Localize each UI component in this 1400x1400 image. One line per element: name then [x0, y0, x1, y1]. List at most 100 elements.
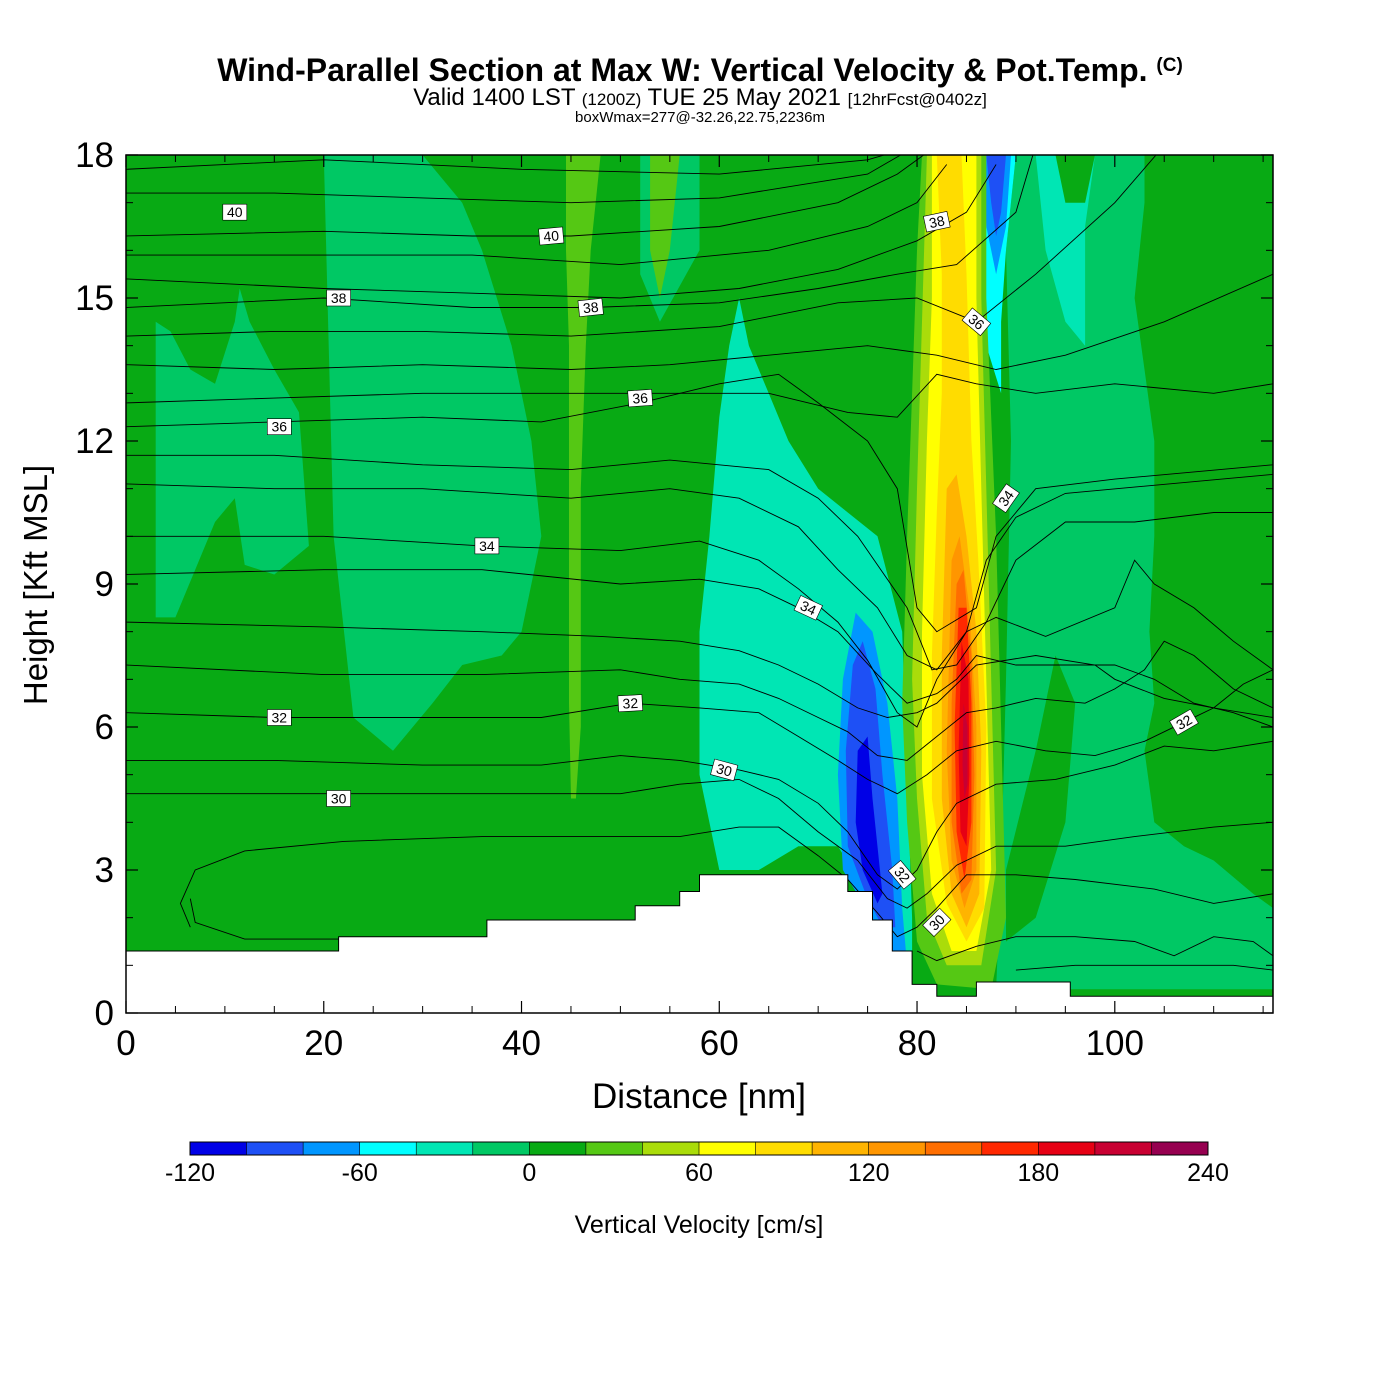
field-g-upper-east	[1055, 155, 1095, 203]
x-tick-label: 0	[116, 1024, 135, 1063]
colorbar-swatch	[585, 1142, 643, 1155]
valid-date: TUE 25 May 2021	[647, 84, 841, 111]
colorbar-tick-label: 120	[848, 1159, 890, 1187]
field-darkblue-dd	[855, 736, 883, 904]
colorbar-swatch	[303, 1142, 361, 1155]
contour-label-text: 30	[331, 791, 347, 807]
chart-subtitle: Valid 1400 LST (1200Z) TUE 25 May 2021 […	[0, 84, 1400, 112]
y-axis-label: Height [Kft MSL]	[17, 465, 54, 705]
velocity-field	[155, 155, 1273, 990]
contour-label-text: 40	[227, 204, 243, 220]
y-tick-label: 3	[95, 851, 114, 890]
theta-contour	[126, 535, 1273, 728]
valid-utc: (1200Z)	[581, 90, 642, 109]
contour-label-text: 36	[272, 419, 288, 435]
theta-contour	[1015, 964, 1273, 971]
field-b2-upper	[986, 155, 1006, 236]
contour-label: 38	[326, 289, 351, 307]
theta-contour	[179, 826, 1273, 938]
colorbar-swatch	[1094, 1142, 1152, 1155]
box-info: boxWmax=277@-32.26,22.75,2236m	[575, 109, 825, 126]
colorbar-swatch	[472, 1142, 530, 1155]
theta-contour	[126, 164, 948, 266]
contour-label: 32	[1169, 708, 1199, 736]
contour-label-text: 34	[798, 597, 819, 618]
theta-contour	[916, 936, 1273, 962]
contour-label-text: 40	[543, 227, 560, 244]
colorbar-tick-label: 60	[685, 1159, 713, 1187]
contour-label-text: 30	[715, 760, 734, 780]
contour-label: 40	[222, 203, 248, 221]
contour-label: 40	[538, 226, 565, 246]
contour-label: 30	[922, 907, 952, 937]
field-crimson-up	[962, 703, 968, 799]
contour-label: 32	[266, 709, 292, 726]
theta-contour	[126, 669, 1273, 795]
y-tick-label: 0	[95, 994, 114, 1033]
theta-contour	[126, 155, 886, 175]
colorbar-tick-label: -120	[165, 1159, 215, 1187]
field-f-midwest	[323, 155, 542, 751]
y-tick-label: 12	[75, 422, 114, 461]
contour-label-text: 34	[479, 538, 495, 554]
y-tick-label: 18	[75, 136, 114, 175]
colorbar-swatch	[359, 1142, 417, 1155]
colorbar-swatch	[1151, 1142, 1209, 1155]
colorbar-swatch	[246, 1142, 304, 1155]
colorbar-swatch	[981, 1142, 1039, 1155]
valid-time: Valid 1400 LST	[413, 84, 576, 111]
forecast-info: [12hrFcst@0402z]	[847, 90, 987, 109]
theta-contour	[126, 740, 1273, 890]
contour-label: 32	[617, 694, 644, 713]
x-tick-label: 60	[700, 1024, 739, 1063]
theta-contour	[126, 155, 1157, 337]
x-tick-label: 40	[502, 1024, 541, 1063]
theta-contours	[126, 155, 1273, 971]
y-tick-label: 6	[95, 708, 114, 747]
contour-label-text: 36	[632, 390, 649, 407]
theta-contour	[126, 273, 1273, 370]
x-tick-label: 100	[1086, 1024, 1144, 1063]
colorbar-tick-label: -60	[342, 1159, 378, 1187]
contour-label: 38	[923, 211, 951, 233]
contour-label-text: 38	[928, 212, 947, 231]
theta-contour	[126, 778, 1273, 909]
theta-contour	[126, 155, 925, 237]
colorbar-swatch	[925, 1142, 983, 1155]
colorbar-swatch	[416, 1142, 474, 1155]
chart-title: Wind-Parallel Section at Max W: Vertical…	[217, 52, 1183, 88]
theta-contour	[126, 640, 1273, 761]
field-f-west	[155, 288, 309, 618]
contour-label-text: 32	[1173, 711, 1195, 733]
terrain	[126, 874, 1273, 1013]
colorbar-swatch	[699, 1142, 757, 1155]
colorbar-swatch	[190, 1142, 248, 1155]
colorbar-swatch	[755, 1142, 813, 1155]
x-tick-label: 20	[304, 1024, 343, 1063]
field-g-east-blob	[1006, 655, 1076, 942]
field-g-upper-2	[650, 155, 680, 298]
theta-contour	[126, 155, 902, 204]
colorbar-tick-label: 0	[522, 1159, 536, 1187]
theta-contour	[126, 473, 1273, 671]
theta-contour	[126, 454, 1273, 671]
theta-contour	[126, 373, 1273, 418]
colorbar-swatch	[642, 1142, 700, 1155]
colorbar-tick-label: 180	[1017, 1159, 1059, 1187]
contour-label: 32	[887, 860, 917, 890]
theta-contour	[126, 621, 1273, 718]
contour-label: 34	[793, 595, 823, 621]
contour-label: 30	[710, 758, 739, 782]
contour-label-text: 38	[582, 299, 599, 317]
colorbar-swatch	[529, 1142, 587, 1155]
theta-contour	[126, 569, 1273, 728]
contour-label: 36	[266, 418, 292, 436]
contour-label: 30	[326, 790, 351, 807]
colorbar: -120 -60 0 60 120 180 240	[165, 1141, 1229, 1187]
contour-label-text: 38	[331, 290, 347, 306]
field-g-upper	[566, 155, 601, 799]
